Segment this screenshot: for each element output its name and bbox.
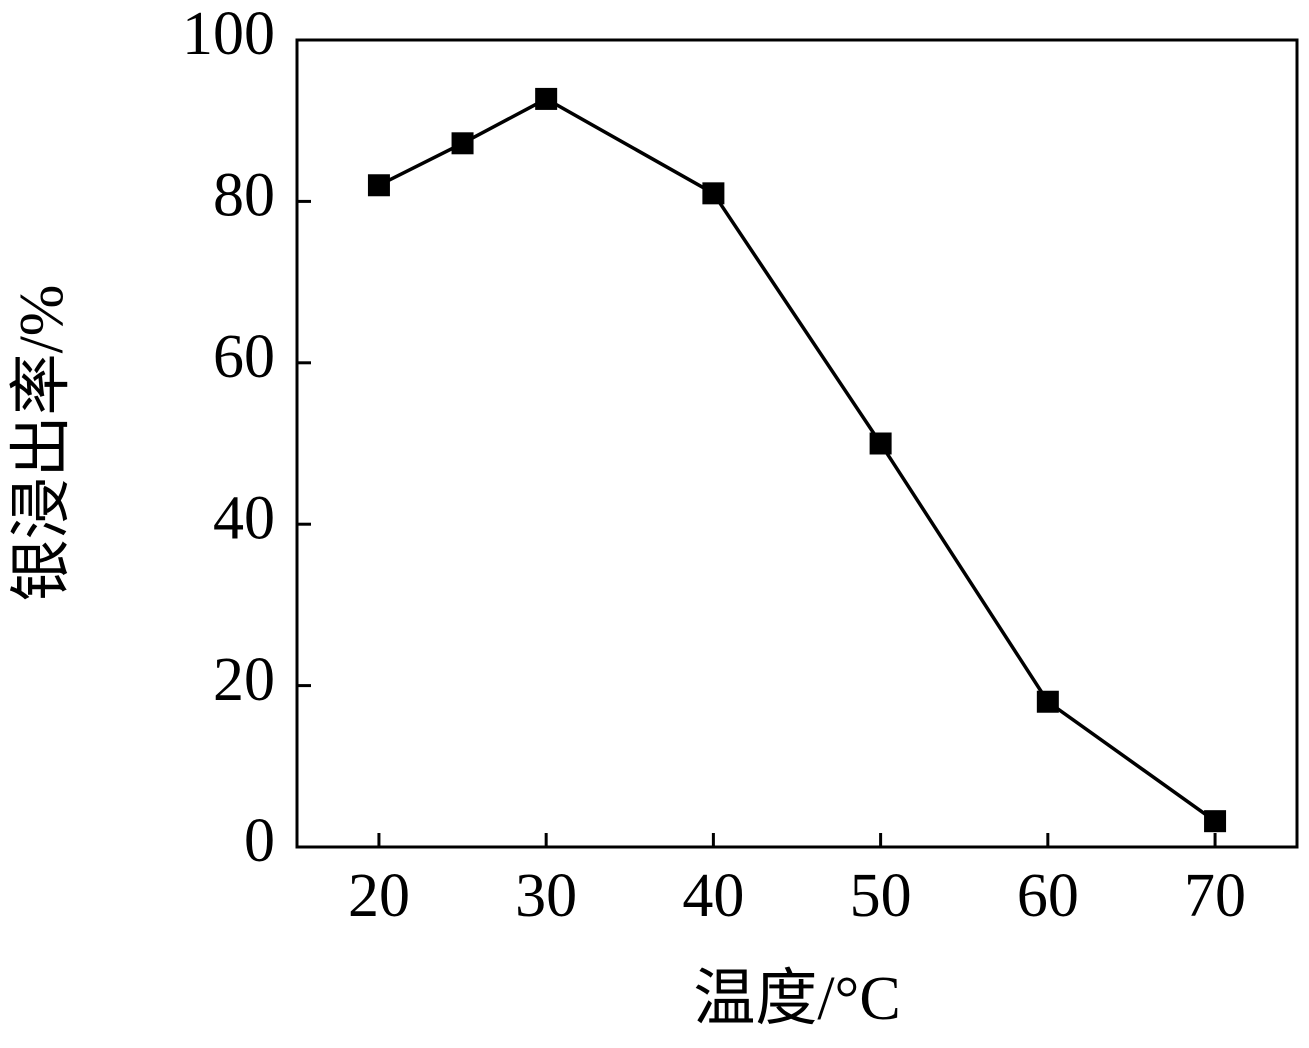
x-tick-label: 20 bbox=[348, 862, 410, 930]
y-axis-label: 银浸出率/% bbox=[8, 285, 76, 602]
marker bbox=[1036, 690, 1059, 713]
marker bbox=[367, 174, 390, 197]
x-tick-label: 30 bbox=[515, 862, 577, 930]
y-tick-label: 80 bbox=[213, 162, 275, 230]
series-line bbox=[378, 96, 1217, 823]
marker bbox=[535, 87, 558, 110]
x-tick-label: 70 bbox=[1184, 862, 1246, 930]
plot-frame bbox=[295, 38, 1299, 849]
marker bbox=[1204, 810, 1227, 833]
y-tick-label: 40 bbox=[213, 484, 275, 552]
marker bbox=[451, 132, 474, 155]
y-tick-label: 60 bbox=[213, 323, 275, 391]
y-tick-label: 20 bbox=[213, 646, 275, 714]
y-tick-label: 0 bbox=[244, 807, 275, 875]
x-axis-label: 温度/°C bbox=[693, 965, 900, 1033]
x-tick-label: 50 bbox=[850, 862, 912, 930]
marker bbox=[702, 182, 725, 205]
marker bbox=[869, 432, 892, 455]
x-tick-label: 60 bbox=[1017, 862, 1079, 930]
x-tick-label: 40 bbox=[682, 862, 744, 930]
y-tick-label: 100 bbox=[182, 0, 275, 68]
